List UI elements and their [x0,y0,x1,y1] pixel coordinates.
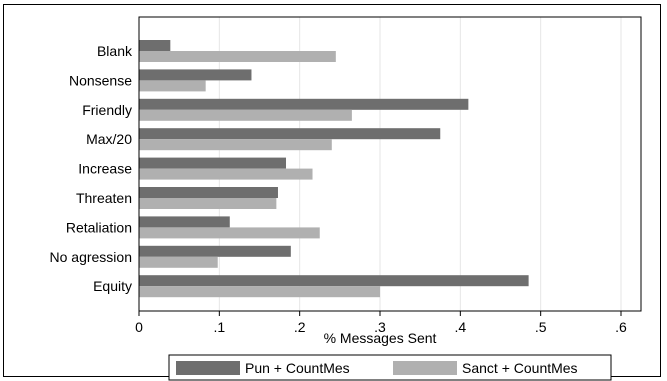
bar-pun [139,40,171,51]
bar-sanct [139,227,320,239]
category-label: Friendly [82,102,132,118]
x-tick-label: 0 [135,319,143,335]
category-label: Retaliation [66,219,132,235]
bar-pun [139,245,291,257]
bar-sanct [139,80,206,92]
bar-sanct [139,286,380,298]
bar-sanct [139,139,332,151]
category-labels: Blank Nonsense Friendly Max/20 Increase Threa… [50,43,133,294]
bar-pun [139,69,252,81]
x-axis-ticks: 0 .1 .2 .3 .4 .5 .6 [135,311,627,335]
legend-swatch-pun [176,361,240,375]
bar-sanct [139,109,352,121]
legend-label-pun: Pun + CountMes [245,360,350,376]
legend-box [168,354,612,381]
bar-pun [139,275,529,287]
x-axis-title: % Messages Sent [324,330,437,346]
legend: Pun + CountMes Sanct + CountMes [168,354,612,381]
x-tick-label: .4 [454,319,466,335]
category-label: Threaten [76,190,132,206]
legend-swatch-sanct [393,361,457,375]
x-tick-label: .1 [213,319,225,335]
x-tick-label: .6 [615,319,627,335]
bars [139,40,529,298]
x-tick-label: .2 [294,319,306,335]
category-label: No agression [50,249,133,265]
bar-pun [139,157,287,169]
bar-sanct [139,51,336,62]
bar-pun [139,128,441,140]
category-label: Equity [93,278,132,294]
legend-label-sanct: Sanct + CountMes [462,360,578,376]
category-label: Max/20 [86,131,132,147]
category-label: Blank [97,43,133,59]
plot-border [138,16,642,312]
bar-pun [139,216,230,228]
category-label: Increase [78,161,132,177]
bar-pun [139,187,278,198]
bar-sanct [139,198,277,209]
bar-pun [139,98,469,110]
bar-sanct [139,256,218,268]
category-label: Nonsense [69,72,132,88]
x-tick-label: .5 [535,319,547,335]
x-tick-label: .3 [374,319,386,335]
bar-sanct [139,168,313,180]
